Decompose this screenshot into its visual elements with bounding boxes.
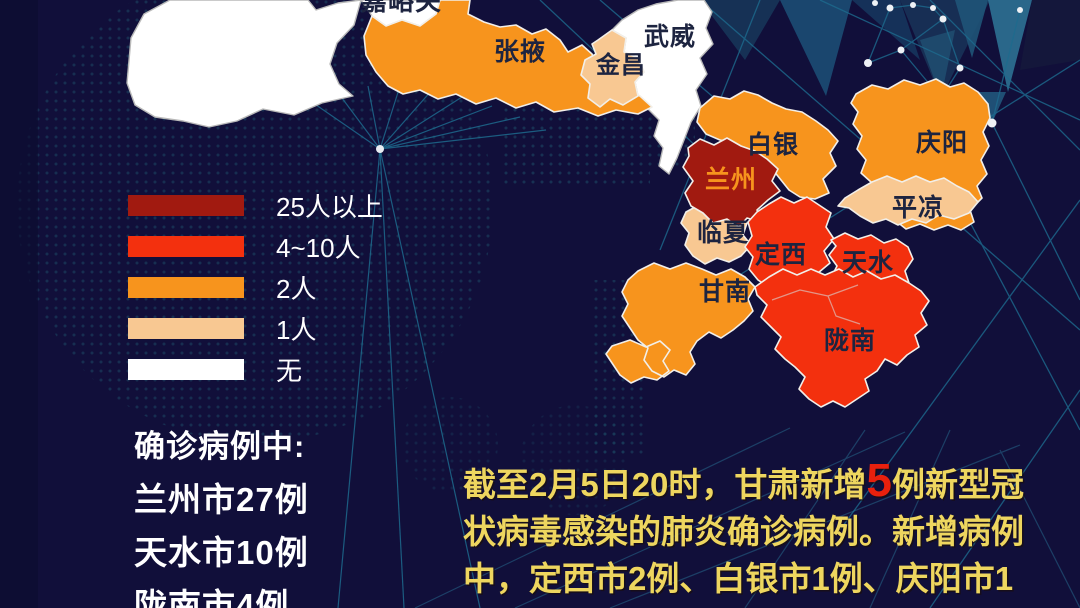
map-label-jiayuguan: 嘉峪关: [361, 0, 443, 16]
map-label-baiyin: 白银: [747, 131, 800, 159]
legend-row: 1人: [128, 315, 383, 345]
region-jiuquan: [126, 0, 362, 128]
announcement-text: 截至2月5日20时，甘肃新增5例新型冠状病毒感染的肺炎确诊病例。新增病例中，定西…: [463, 457, 1038, 608]
map-label-tianshui: 天水: [842, 249, 895, 277]
map-label-dingxi: 定西: [755, 241, 808, 269]
announcement-segment: 截至2月5日20时，甘肃新增: [463, 466, 867, 503]
legend-swatch-1: [128, 318, 244, 339]
map-label-gannan: 甘南: [699, 278, 752, 306]
legend-swatch-4-10: [128, 236, 244, 257]
plexus-lines-faint: [414, 427, 1080, 608]
legend-row: 4~10人: [128, 233, 383, 263]
legend-row: 2人: [128, 274, 383, 304]
legend-row: 无: [128, 356, 383, 386]
legend-label: 25人以上: [276, 192, 383, 222]
stats-line-tianshui: 天水市10例: [134, 534, 309, 571]
confirmed-cases-stats: 确诊病例中: 兰州市27例 天水市10例 陇南市4例: [134, 420, 309, 608]
map-label-qingyang: 庆阳: [916, 129, 969, 157]
longnan-internal-borders: [771, 284, 861, 325]
legend-swatch-gt25: [128, 195, 244, 216]
plexus-nodes: [864, 0, 1023, 128]
legend-swatch-2: [128, 277, 244, 298]
legend-row: 25人以上: [128, 192, 383, 222]
region-gannan: [605, 262, 756, 384]
region-longnan: [754, 268, 930, 408]
legend-label: 4~10人: [276, 233, 361, 263]
map-label-wuwei: 武威: [644, 23, 697, 51]
map-label-longnan: 陇南: [824, 327, 877, 355]
legend-label: 无: [276, 356, 303, 386]
stats-line-longnan: 陇南市4例: [134, 587, 290, 608]
legend-label: 2人: [276, 274, 317, 304]
legend: 25人以上 4~10人 2人 1人 无: [128, 192, 383, 386]
stats-line-lanzhou: 兰州市27例: [134, 481, 309, 518]
map-label-lanzhou: 兰州: [705, 166, 758, 194]
map-label-zhangye: 张掖: [494, 38, 547, 66]
region-pingliang: [837, 175, 979, 226]
legend-label: 1人: [276, 315, 317, 345]
ray-fan: [305, 85, 547, 608]
region-jinchang: [580, 29, 645, 108]
map-label-linxia: 临夏: [697, 219, 750, 247]
plexus-mesh: [700, 0, 1080, 123]
announcement-highlight-number: 5: [866, 454, 893, 506]
announcement-segment: 例新型冠状病毒感染的肺炎确诊病例。新增病例中，定西市2例、白银市1例、庆阳市1例…: [463, 466, 1025, 608]
stats-heading: 确诊病例中:: [134, 429, 306, 464]
map-label-jinchang: 金昌: [596, 52, 646, 79]
region-dingxi: [744, 196, 835, 289]
legend-swatch-none: [128, 359, 244, 380]
map-label-pingliang: 平凉: [892, 194, 945, 222]
